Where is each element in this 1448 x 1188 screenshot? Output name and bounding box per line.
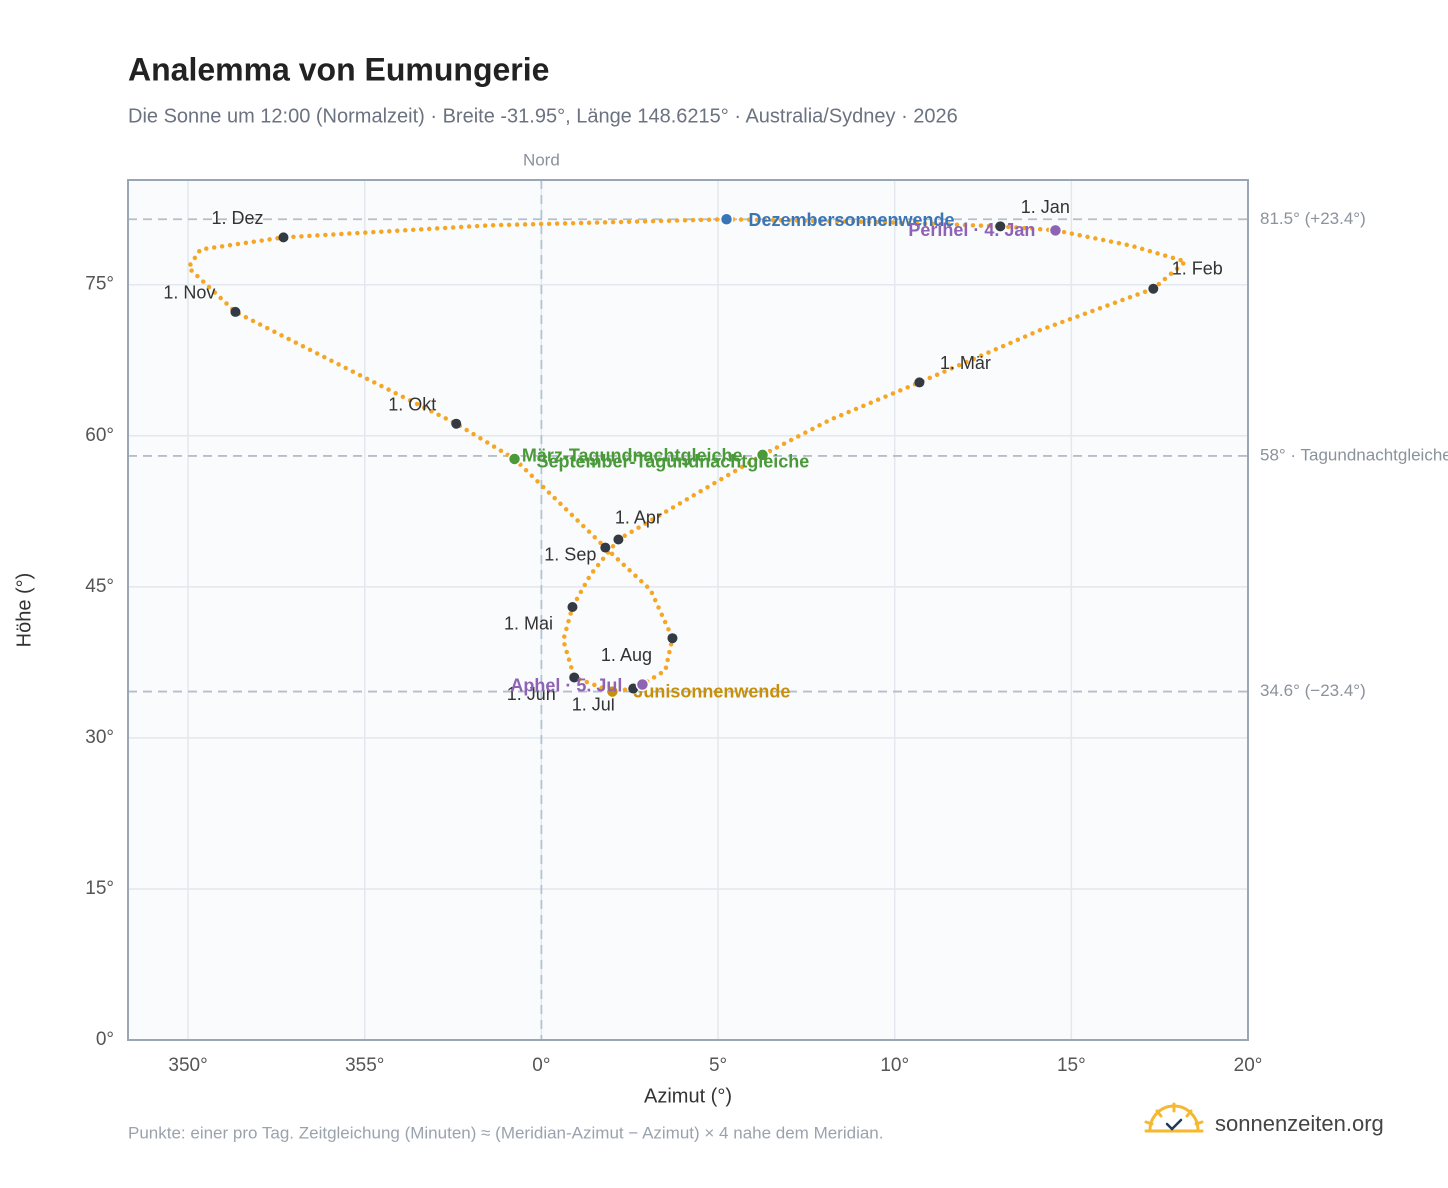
- month-marker: [278, 232, 289, 243]
- month-marker: [567, 601, 578, 612]
- event-label: März-Tagundnachtgleiche: [522, 446, 743, 466]
- month-marker: [230, 306, 241, 317]
- brand-logo: [1144, 1102, 1204, 1133]
- y-tick-label: 15°: [85, 878, 114, 899]
- brand: sonnenzeiten.org: [1215, 1111, 1384, 1136]
- month-label: 1. Jun: [507, 684, 556, 704]
- month-label: 1. Nov: [163, 283, 215, 303]
- x-tick-label: 0°: [532, 1055, 550, 1076]
- y-tick-label: 45°: [85, 576, 114, 597]
- reference-label: 58° · Tagundnachtgleiche: [1260, 445, 1448, 464]
- event-label: Junisonnenwende: [633, 681, 790, 701]
- reference-label: 81.5° (+23.4°): [1260, 209, 1366, 228]
- y-axis-label: Höhe (°): [13, 573, 35, 648]
- x-tick-label: 350°: [168, 1055, 207, 1076]
- month-label: 1. Sep: [544, 544, 596, 564]
- month-label: 1. Aug: [601, 645, 652, 665]
- plot-area: [128, 180, 1248, 1040]
- month-marker: [451, 418, 462, 429]
- month-label: 1. Apr: [615, 507, 662, 527]
- month-marker: [914, 377, 925, 388]
- analemma-curve: [185, 217, 1191, 694]
- footnote: Punkte: einer pro Tag. Zeitgleichung (Mi…: [128, 1123, 884, 1142]
- month-marker: [569, 672, 580, 683]
- meridian-label: Nord: [523, 150, 560, 169]
- reference-label: 34.6° (−23.4°): [1260, 681, 1366, 700]
- event-label: Dezembersonnenwende: [749, 210, 955, 230]
- event-label: Perihel · 4. Jan: [908, 220, 1035, 240]
- y-tick-label: 75°: [85, 274, 114, 295]
- event-marker: [605, 684, 620, 699]
- month-marker: [600, 542, 611, 553]
- x-tick-label: 5°: [709, 1055, 727, 1076]
- event-label: Aphel · 5. Jul: [510, 675, 622, 695]
- event-label: September-Tagundnachtgleiche: [537, 452, 810, 472]
- y-tick-label: 60°: [85, 425, 114, 446]
- month-label: 1. Jul: [572, 694, 615, 714]
- month-label: 1. Jan: [1021, 197, 1070, 217]
- event-marker: [507, 452, 522, 466]
- x-tick-label: 355°: [345, 1055, 384, 1076]
- x-tick-label: 15°: [1057, 1055, 1086, 1076]
- month-marker: [995, 221, 1006, 232]
- month-marker: [1148, 283, 1159, 294]
- month-marker: [667, 633, 678, 644]
- month-label: 1. Dez: [211, 208, 263, 228]
- x-tick-label: 20°: [1234, 1055, 1263, 1076]
- event-marker: [635, 677, 650, 692]
- month-marker: [628, 683, 639, 694]
- month-label: 1. Mär: [940, 353, 991, 373]
- chart-title: Analemma von Eumungerie: [128, 51, 549, 87]
- x-tick-label: 10°: [880, 1055, 909, 1076]
- chart-subtitle: Die Sonne um 12:00 (Normalzeit) · Breite…: [128, 105, 958, 127]
- month-label: 1. Mai: [504, 614, 553, 634]
- y-tick-label: 30°: [85, 727, 114, 748]
- event-marker: [719, 212, 734, 227]
- month-label: 1. Feb: [1172, 259, 1223, 279]
- month-label: 1. Okt: [388, 394, 436, 414]
- plot-border: [127, 179, 1249, 1041]
- month-marker: [613, 534, 624, 545]
- y-tick-label: 0°: [96, 1029, 114, 1050]
- event-marker: [755, 448, 770, 462]
- x-axis-label: Azimut (°): [644, 1085, 732, 1107]
- event-marker: [1048, 223, 1063, 238]
